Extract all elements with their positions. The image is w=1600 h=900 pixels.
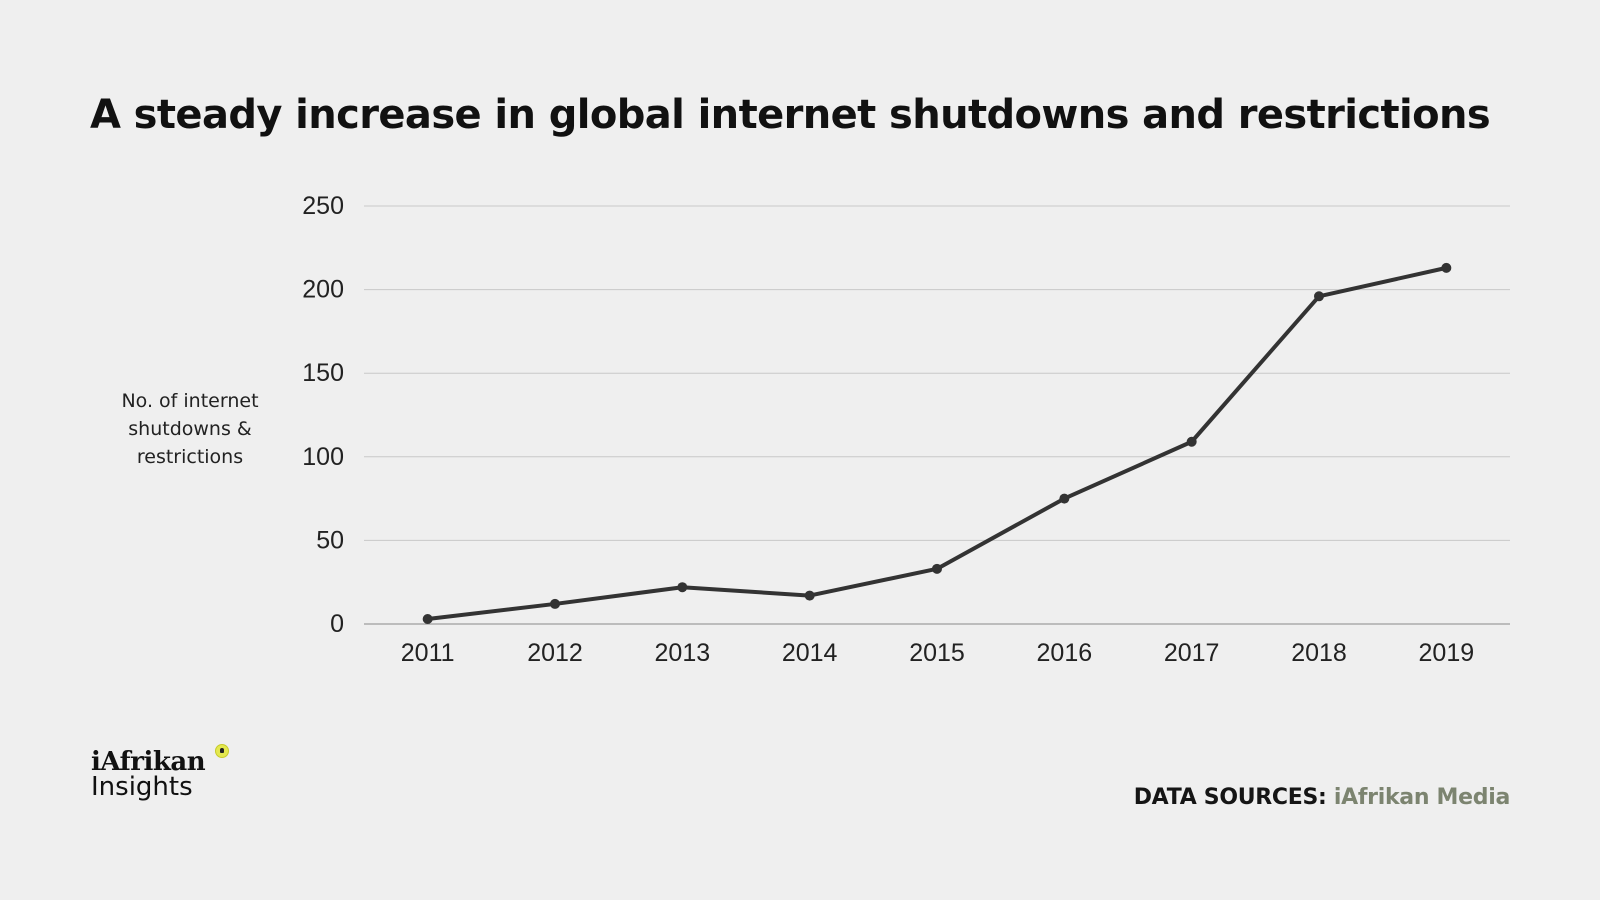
data-source-label: DATA SOURCES:	[1133, 785, 1327, 810]
y-tick-label: 0	[330, 610, 344, 638]
y-tick-label: 200	[302, 276, 344, 304]
data-point	[422, 613, 433, 624]
x-tick-label: 2019	[1419, 639, 1475, 667]
chart-title: A steady increase in global internet shu…	[90, 92, 1491, 138]
data-point	[1059, 493, 1070, 504]
x-tick-label: 2018	[1291, 639, 1347, 667]
data-point	[932, 563, 942, 574]
data-point	[804, 590, 815, 601]
x-tick-label: 2016	[1037, 639, 1093, 667]
x-tick-label: 2015	[909, 639, 965, 667]
brand-logo: iAfrikan Insights	[91, 744, 229, 802]
y-axis-label: No. of internet shutdowns & restrictions	[110, 387, 270, 471]
data-source-note: DATA SOURCES: iAfrikan Media	[1133, 785, 1511, 810]
y-axis-label-line: restrictions	[136, 446, 244, 468]
africa-globe-icon	[215, 744, 229, 758]
data-point	[550, 598, 560, 609]
x-tick-label: 2012	[527, 639, 583, 667]
data-point	[1314, 291, 1324, 302]
y-axis-label-line: No. of internet	[121, 390, 259, 412]
y-tick-label: 250	[302, 192, 344, 220]
data-point	[1441, 262, 1452, 273]
x-tick-label: 2013	[655, 639, 711, 667]
x-tick-label: 2011	[401, 639, 455, 667]
y-tick-label: 100	[302, 443, 344, 471]
data-point	[677, 582, 688, 593]
data-source-value: iAfrikan Media	[1333, 785, 1510, 810]
data-point	[1186, 436, 1197, 447]
logo-line2: Insights	[91, 772, 193, 802]
x-tick-label: 2017	[1164, 639, 1220, 667]
x-tick-label: 2014	[782, 639, 838, 667]
y-tick-label: 50	[316, 526, 344, 554]
y-tick-label: 150	[302, 359, 344, 387]
logo-line1: iAfrikan	[91, 747, 206, 777]
y-axis-label-line: shutdowns &	[128, 418, 252, 440]
